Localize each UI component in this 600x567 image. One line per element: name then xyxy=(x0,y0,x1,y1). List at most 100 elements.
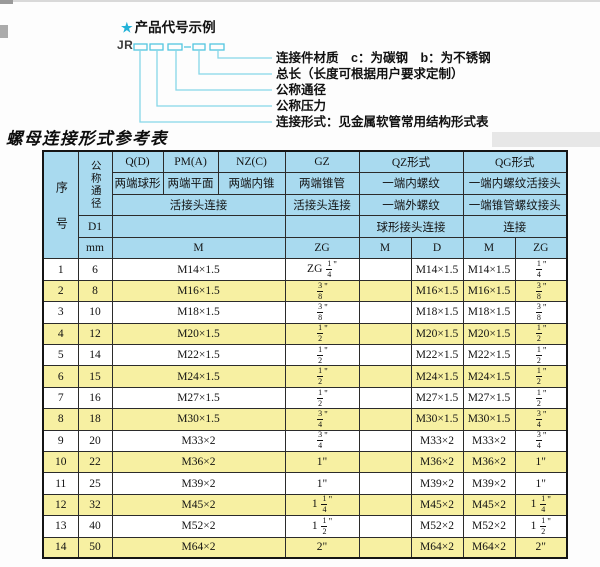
code-box-1 xyxy=(133,43,148,51)
diagram-heading: ★ 产品代号示例 xyxy=(121,16,216,36)
header-group-qg: QG形式 xyxy=(462,150,568,174)
table-cell: 3 4 " xyxy=(514,429,568,452)
table-cell: 1 4 " xyxy=(514,258,568,281)
table-row: 7 16 M27×1.5 1 2 " M27×1.5 M27×1.5 1 2 " xyxy=(42,386,568,410)
table-cell: 2" xyxy=(284,536,360,559)
table-cell: 10 xyxy=(42,450,79,474)
table-cell: 12 xyxy=(77,322,113,346)
code-label-pressure: 公称压力 xyxy=(276,99,327,113)
scan-artifact-strip xyxy=(492,132,600,147)
table-cell: 40 xyxy=(77,515,113,538)
table-cell: 5 xyxy=(42,344,79,367)
table-cell: M20×1.5 xyxy=(111,322,286,346)
table-cell: M45×2 xyxy=(410,493,464,517)
table-row: 8 18 M30×1.5 3 4 " M30×1.5 M30×1.5 3 4 " xyxy=(42,408,568,431)
table-cell xyxy=(358,429,412,452)
header-unit-mm: mm xyxy=(77,236,113,260)
table-cell: M22×1.5 xyxy=(111,344,286,367)
table-cell: 14 xyxy=(42,536,79,559)
header-gz-union-joint: 活接头连接 xyxy=(284,193,360,217)
table-cell xyxy=(358,450,412,474)
table-cell: 1 1 2 " xyxy=(514,515,568,538)
table-cell: 1 2 " xyxy=(514,386,568,410)
table-cell: M36×2 xyxy=(410,450,464,474)
header-qz-m-col: M xyxy=(358,236,412,260)
header-qg-taper-joint: 一端锥管螺纹接头 xyxy=(462,193,568,217)
table-cell: 1 2 " xyxy=(514,344,568,367)
code-prefix: JR xyxy=(117,38,134,52)
table-row: 2 8 M16×1.5 3 8 " M16×1.5 M16×1.5 3 8 " xyxy=(42,279,568,303)
header-pm-desc: 两端平面 xyxy=(162,172,219,195)
header-qz-ext-thread: 一端外螺纹 xyxy=(358,193,464,217)
table-cell: 1 2 " xyxy=(514,322,568,346)
table-cell: 10 xyxy=(77,301,113,324)
table-cell: M20×1.5 xyxy=(462,322,516,346)
table-cell xyxy=(358,386,412,410)
header-qg-zg-col: ZG xyxy=(514,236,568,260)
table-cell: 3 8 " xyxy=(514,279,568,303)
header-group-gz: GZ xyxy=(284,150,360,174)
table-cell: M30×1.5 xyxy=(410,408,464,431)
nut-connection-reference-table: 序号 公称通径 Q(D) PM(A) NZ(C) GZ QZ形式 QG形式 两端… xyxy=(42,150,568,560)
header-empty-cell xyxy=(284,215,360,238)
table-body: 1 6 M14×1.5 ZG 1 4 " M14×1.5 M14×1.5 1 4 " 2 8 M16×1.… xyxy=(42,258,568,559)
table-cell: M14×1.5 xyxy=(111,258,286,281)
table-cell: 50 xyxy=(77,536,113,559)
table-cell: 1" xyxy=(284,472,360,495)
table-cell: 1 2 " xyxy=(284,322,360,346)
table-cell xyxy=(358,408,412,431)
code-label-dn: 公称通径 xyxy=(276,83,327,97)
table-cell: 1 xyxy=(42,258,79,281)
table-cell: M64×2 xyxy=(462,536,516,559)
table-title: 螺母连接形式参考表 xyxy=(6,129,168,148)
table-cell xyxy=(358,279,412,303)
table-cell xyxy=(358,472,412,495)
table-cell: M30×1.5 xyxy=(462,408,516,431)
table-cell: 6 xyxy=(42,365,79,388)
code-label-material: 连接件材质 c：为碳钢 b：为不锈钢 xyxy=(276,51,491,65)
table-cell: M39×2 xyxy=(410,472,464,495)
table-cell: ZG 1 4 " xyxy=(284,258,360,281)
header-d1: D1 xyxy=(77,215,113,238)
table-cell: M36×2 xyxy=(462,450,516,474)
table-cell: M45×2 xyxy=(111,493,286,517)
table-cell: 6 xyxy=(77,258,113,281)
connector-line-form xyxy=(139,50,272,123)
table-cell: 13 xyxy=(42,515,79,538)
table-cell xyxy=(358,515,412,538)
table-cell: M16×1.5 xyxy=(462,279,516,303)
header-qg-m-col: M xyxy=(462,236,516,260)
table-cell: M30×1.5 xyxy=(111,408,286,431)
header-union-joint: 活接头连接 xyxy=(111,193,286,217)
table-cell: M18×1.5 xyxy=(111,301,286,324)
table-cell: M33×2 xyxy=(462,429,516,452)
table-cell: M16×1.5 xyxy=(111,279,286,303)
product-code-diagram: ★ 产品代号示例 JR 连接件材质 c：为碳钢 b：为不锈钢 总长（长度可根据用户… xyxy=(0,0,600,150)
table-cell xyxy=(358,493,412,517)
header-qz-ball-joint: 球形接头连接 xyxy=(358,215,464,238)
table-cell: M24×1.5 xyxy=(111,365,286,388)
table-cell: M33×2 xyxy=(111,429,286,452)
table-cell: 2" xyxy=(514,536,568,559)
table-cell: M18×1.5 xyxy=(410,301,464,324)
header-qz-d-col: D xyxy=(410,236,464,260)
table-cell: 1 2 " xyxy=(284,386,360,410)
header-qg-connection: 连接 xyxy=(462,215,568,238)
code-label-length: 总长（长度可根据用户要求定制） xyxy=(276,67,464,81)
table-cell xyxy=(358,536,412,559)
table-cell: 1 1 4 " xyxy=(284,493,360,517)
table-cell: 3 4 " xyxy=(514,408,568,431)
table-cell: 12 xyxy=(42,493,79,517)
header-dn-col: 公称通径 xyxy=(77,150,113,217)
table-cell: 3 8 " xyxy=(284,301,360,324)
table-cell xyxy=(358,365,412,388)
header-qz-desc: 一端内螺纹 xyxy=(358,172,464,195)
connector-line-material xyxy=(217,50,272,59)
table-cell: M36×2 xyxy=(111,450,286,474)
header-empty-cell xyxy=(111,215,286,238)
table-row: 10 22 M36×2 1" M36×2 M36×2 1" xyxy=(42,450,568,474)
table-cell: M22×1.5 xyxy=(462,344,516,367)
header-q-desc: 两端球形 xyxy=(111,172,164,195)
connector-line-length xyxy=(198,50,272,75)
